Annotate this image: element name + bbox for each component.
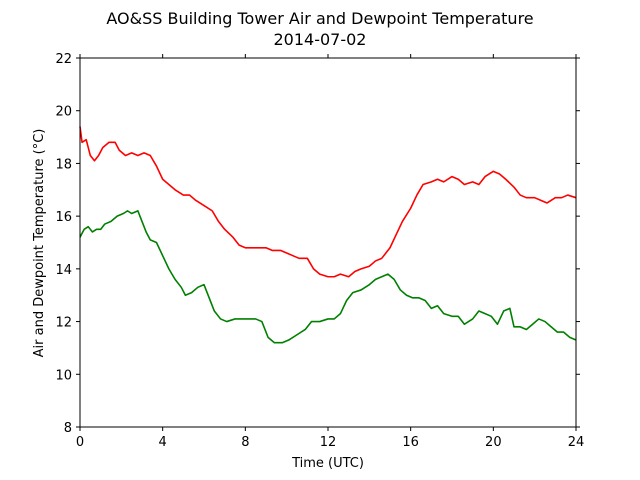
y-tick-label-14: 14 xyxy=(55,263,72,278)
x-tick-label-20: 20 xyxy=(485,435,502,450)
x-tick-label-12: 12 xyxy=(320,435,337,450)
x-axis-label: Time (UTC) xyxy=(291,456,364,471)
x-tick-label-16: 16 xyxy=(402,435,419,450)
chart-subtitle: 2014-07-02 xyxy=(274,30,367,49)
y-tick-label-20: 20 xyxy=(55,105,72,120)
x-tick-label-24: 24 xyxy=(568,435,585,450)
y-tick-label-16: 16 xyxy=(55,210,72,225)
y-tick-label-18: 18 xyxy=(55,157,72,172)
y-tick-label-10: 10 xyxy=(55,368,72,383)
y-tick-label-12: 12 xyxy=(55,316,72,331)
y-tick-label-22: 22 xyxy=(55,52,72,67)
series-line-1 xyxy=(79,210,577,344)
plot-area: 0 4 8 12 16 20 24 8 10 12 14 16 18 20 22 xyxy=(55,52,584,450)
y-tick-label-8: 8 xyxy=(64,421,72,436)
plot-frame xyxy=(79,57,577,428)
x-tick-label-4: 4 xyxy=(159,435,167,450)
x-tick-label-0: 0 xyxy=(76,435,84,450)
x-tick-label-8: 8 xyxy=(241,435,249,450)
chart-title: AO&SS Building Tower Air and Dewpoint Te… xyxy=(106,9,533,28)
y-axis-label: Air and Dewpoint Temperature (°C) xyxy=(32,129,47,358)
series-line-0 xyxy=(79,126,577,278)
